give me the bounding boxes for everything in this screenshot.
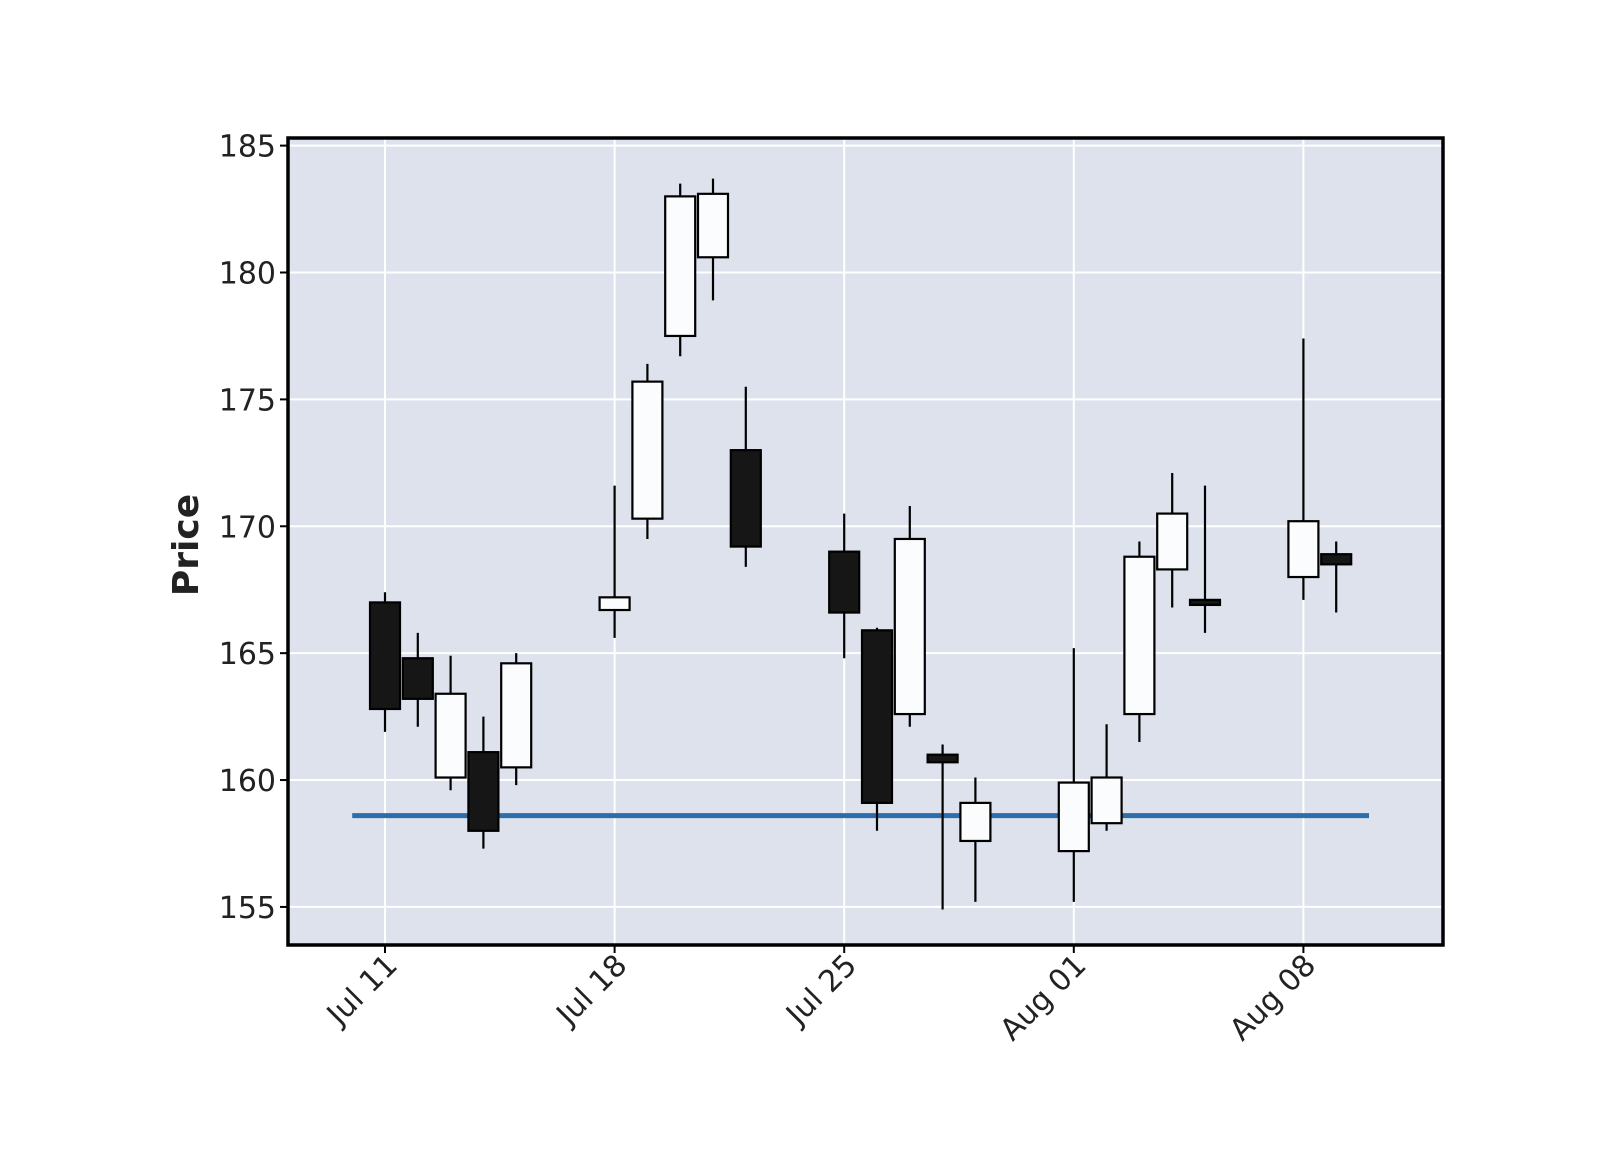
- candle: [500, 653, 533, 786]
- candle: [828, 513, 861, 659]
- plot-area: [288, 138, 1443, 945]
- candle: [631, 363, 664, 539]
- candle-body: [696, 192, 730, 259]
- x-tick-label: Jul 11: [319, 948, 404, 1033]
- candle-body: [368, 601, 402, 711]
- y-tick-label: 175: [219, 383, 276, 418]
- candle-body: [401, 657, 434, 700]
- candle-body: [631, 380, 664, 520]
- candle-body: [959, 801, 992, 843]
- candle: [860, 627, 894, 831]
- candle-body: [664, 195, 697, 338]
- candle-body: [598, 596, 631, 612]
- y-tick-label: 185: [219, 130, 276, 165]
- y-axis-label: Price: [166, 494, 207, 596]
- candle-body: [1156, 512, 1189, 571]
- candle: [1320, 541, 1353, 613]
- y-tick-label: 170: [219, 510, 276, 545]
- candles: [368, 178, 1353, 910]
- candle: [1057, 648, 1090, 902]
- y-axis: 155 160 165 170 175 180 185: [219, 130, 288, 926]
- candle-body: [1090, 776, 1123, 825]
- candle: [893, 505, 926, 727]
- candle: [1287, 338, 1320, 600]
- candle: [598, 485, 631, 638]
- candle-body: [860, 629, 894, 804]
- candle: [1090, 724, 1123, 831]
- candle: [1156, 472, 1189, 608]
- candle: [729, 386, 762, 567]
- candle: [926, 744, 959, 910]
- plot-frame: [286, 136, 1445, 947]
- y-tick-label: 155: [219, 891, 276, 926]
- x-tick-label: Aug 08: [1223, 948, 1323, 1048]
- candle-body: [434, 692, 467, 779]
- candle-body: [893, 537, 926, 716]
- candle: [959, 777, 992, 902]
- x-axis: Jul 11 Jul 18 Jul 25 Aug 01 Aug 08: [319, 945, 1323, 1048]
- candle-body: [729, 449, 762, 548]
- y-tick-label: 165: [219, 637, 276, 672]
- candle: [664, 183, 697, 357]
- candle: [467, 716, 500, 849]
- candle: [434, 655, 467, 791]
- x-tick-label: Jul 25: [778, 948, 863, 1033]
- candle: [368, 592, 402, 732]
- candle-body: [1320, 553, 1353, 566]
- x-tick-label: Aug 01: [994, 948, 1094, 1048]
- candle-body: [1188, 598, 1222, 607]
- candle: [696, 178, 730, 301]
- candle-body: [926, 753, 959, 764]
- candle-body: [1057, 781, 1090, 853]
- y-tick-label: 160: [219, 764, 276, 799]
- candle-body: [467, 751, 500, 832]
- x-tick-label: Jul 18: [549, 948, 634, 1033]
- candle-body: [1123, 555, 1156, 716]
- candle: [401, 632, 434, 727]
- candle-body: [828, 550, 861, 614]
- candle-body: [1287, 520, 1320, 579]
- candle-body: [500, 662, 533, 769]
- candle: [1123, 541, 1156, 742]
- y-tick-label: 180: [219, 257, 276, 292]
- candle: [1188, 485, 1222, 633]
